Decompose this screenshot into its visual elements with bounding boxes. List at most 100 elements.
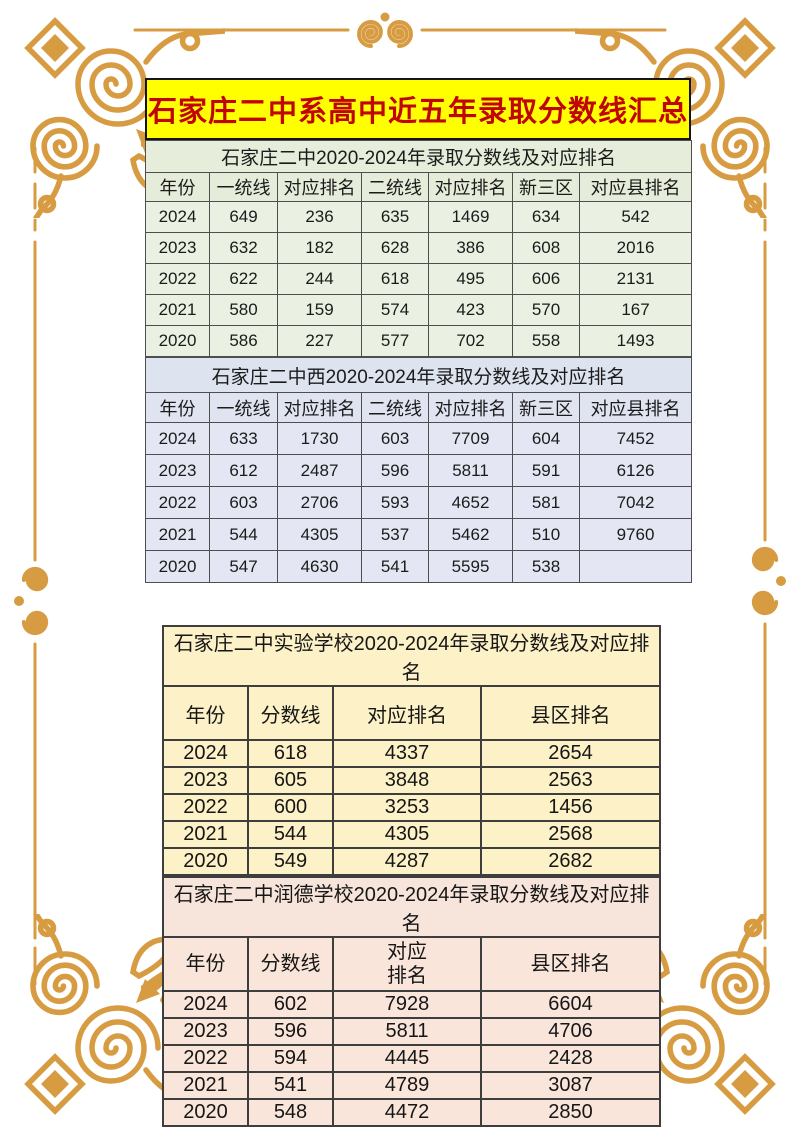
cell-value: 635 bbox=[361, 201, 429, 233]
table-row: 2021 544 4305 2568 bbox=[162, 820, 662, 849]
cell-value: 5811 bbox=[428, 454, 513, 487]
table-row: 2020 547 4630 541 5595 538 bbox=[145, 550, 693, 583]
cell-value: 7452 bbox=[578, 422, 693, 455]
cell-value: 4337 bbox=[332, 739, 482, 768]
cell-year: 2023 bbox=[162, 766, 249, 795]
page-title: 石家庄二中系高中近五年录取分数线汇总 bbox=[147, 96, 688, 128]
cell-value bbox=[578, 550, 693, 583]
cell-value: 5595 bbox=[428, 550, 513, 583]
cell-value: 622 bbox=[209, 263, 278, 295]
table-title: 石家庄二中西2020-2024年录取分数线及对应排名 bbox=[144, 357, 693, 393]
table-header-row: 年份 分数线 对应排名 县区排名 bbox=[162, 685, 662, 741]
cell-value: 495 bbox=[428, 263, 513, 295]
cell-value: 604 bbox=[512, 422, 580, 455]
table-runde-school: 石家庄二中润德学校2020-2024年录取分数线及对应排名 年份 分数线 对应 排名县… bbox=[161, 876, 662, 1127]
cell-value: 581 bbox=[512, 486, 580, 519]
table-title-row: 石家庄二中2020-2024年录取分数线及对应排名 bbox=[144, 140, 693, 173]
cell-value: 593 bbox=[361, 486, 429, 519]
cell-year: 2024 bbox=[145, 422, 210, 455]
column-header: 年份 bbox=[145, 172, 210, 202]
cell-value: 608 bbox=[512, 232, 580, 264]
cell-value: 1493 bbox=[578, 325, 693, 357]
column-header: 县区排名 bbox=[479, 936, 662, 992]
cell-value: 605 bbox=[247, 766, 334, 795]
table-row: 2020 548 4472 2850 bbox=[162, 1098, 662, 1127]
cell-value: 541 bbox=[361, 550, 429, 583]
column-header: 对应县排名 bbox=[578, 172, 693, 202]
cell-value: 4445 bbox=[332, 1044, 482, 1073]
table-header-row: 年份 一统线 对应排名 二统线 对应排名 新三区 对应县排名 bbox=[145, 392, 693, 423]
cell-year: 2020 bbox=[162, 847, 249, 876]
table-row: 2021 580 159 574 423 570 167 bbox=[145, 294, 693, 326]
cell-value: 7042 bbox=[578, 486, 693, 519]
cell-value: 633 bbox=[209, 422, 278, 455]
cell-value: 702 bbox=[428, 325, 513, 357]
column-header: 年份 bbox=[162, 936, 249, 992]
table-row: 2024 649 236 635 1469 634 542 bbox=[145, 201, 693, 233]
summary-block-schools: 石家庄二中实验学校2020-2024年录取分数线及对应排名 年份 分数线 对应排名 县区… bbox=[161, 625, 662, 1127]
cell-value: 7928 bbox=[332, 990, 482, 1019]
table-row: 2023 605 3848 2563 bbox=[162, 766, 662, 795]
cell-value: 602 bbox=[247, 990, 334, 1019]
cell-value: 594 bbox=[247, 1044, 334, 1073]
cell-value: 4472 bbox=[332, 1098, 482, 1127]
cell-value: 606 bbox=[512, 263, 580, 295]
cell-year: 2023 bbox=[145, 454, 210, 487]
cell-value: 549 bbox=[247, 847, 334, 876]
column-header: 分数线 bbox=[247, 936, 334, 992]
cell-value: 628 bbox=[361, 232, 429, 264]
cell-value: 9760 bbox=[578, 518, 693, 551]
column-header: 对应排名 bbox=[428, 392, 513, 423]
table-row: 2022 622 244 618 495 606 2131 bbox=[145, 263, 693, 295]
table-row: 2022 594 4445 2428 bbox=[162, 1044, 662, 1073]
table-title: 石家庄二中实验学校2020-2024年录取分数线及对应排名 bbox=[161, 625, 662, 687]
cell-year: 2023 bbox=[145, 232, 210, 264]
cell-year: 2020 bbox=[162, 1098, 249, 1127]
cell-year: 2023 bbox=[162, 1017, 249, 1046]
cell-year: 2022 bbox=[145, 486, 210, 519]
cell-value: 2706 bbox=[277, 486, 362, 519]
column-header: 对应排名 bbox=[332, 685, 482, 741]
cell-year: 2024 bbox=[162, 990, 249, 1019]
table-row: 2023 612 2487 596 5811 591 6126 bbox=[145, 454, 693, 487]
cell-value: 591 bbox=[512, 454, 580, 487]
cell-value: 586 bbox=[209, 325, 278, 357]
cell-value: 541 bbox=[247, 1071, 334, 1100]
table-title: 石家庄二中润德学校2020-2024年录取分数线及对应排名 bbox=[161, 876, 662, 938]
cell-year: 2024 bbox=[162, 739, 249, 768]
table-title-row: 石家庄二中实验学校2020-2024年录取分数线及对应排名 bbox=[161, 625, 662, 687]
cell-value: 596 bbox=[361, 454, 429, 487]
column-header: 对应 排名 bbox=[332, 936, 482, 992]
cell-value: 3848 bbox=[332, 766, 482, 795]
cell-value: 244 bbox=[277, 263, 362, 295]
cell-value: 159 bbox=[277, 294, 362, 326]
column-header: 年份 bbox=[145, 392, 210, 423]
table-header-row: 年份 分数线 对应 排名 县区排名 bbox=[162, 936, 662, 992]
cell-value: 580 bbox=[209, 294, 278, 326]
table-row: 2023 596 5811 4706 bbox=[162, 1017, 662, 1046]
table-row: 2022 603 2706 593 4652 581 7042 bbox=[145, 486, 693, 519]
cell-year: 2020 bbox=[145, 550, 210, 583]
cell-value: 2850 bbox=[479, 1098, 662, 1127]
table-row: 2020 586 227 577 702 558 1493 bbox=[145, 325, 693, 357]
cell-value: 236 bbox=[277, 201, 362, 233]
cell-value: 2654 bbox=[479, 739, 662, 768]
cell-year: 2021 bbox=[162, 820, 249, 849]
cell-value: 2016 bbox=[578, 232, 693, 264]
table-title-row: 石家庄二中润德学校2020-2024年录取分数线及对应排名 bbox=[161, 876, 662, 938]
cell-value: 227 bbox=[277, 325, 362, 357]
cell-value: 544 bbox=[209, 518, 278, 551]
column-header: 新三区 bbox=[512, 392, 580, 423]
cell-year: 2022 bbox=[145, 263, 210, 295]
table-row: 2024 618 4337 2654 bbox=[162, 739, 662, 768]
cell-value: 577 bbox=[361, 325, 429, 357]
left-edge-ornament-icon bbox=[14, 566, 49, 636]
table-shiyan-school: 石家庄二中实验学校2020-2024年录取分数线及对应排名 年份 分数线 对应排名 县区… bbox=[161, 625, 662, 876]
cell-value: 6604 bbox=[479, 990, 662, 1019]
cell-year: 2021 bbox=[145, 294, 210, 326]
table-row: 2020 549 4287 2682 bbox=[162, 847, 662, 876]
cell-value: 649 bbox=[209, 201, 278, 233]
cell-value: 182 bbox=[277, 232, 362, 264]
column-header: 年份 bbox=[162, 685, 249, 741]
cell-value: 2563 bbox=[479, 766, 662, 795]
